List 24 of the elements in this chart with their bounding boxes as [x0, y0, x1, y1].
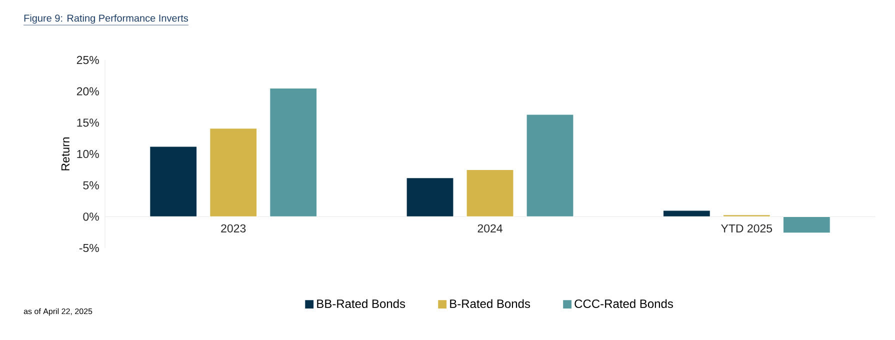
bar	[150, 146, 198, 217]
y-tick-label: 0%	[83, 212, 99, 221]
bar	[466, 169, 514, 217]
y-axis-title: Return	[61, 137, 70, 170]
x-tick-label: YTD 2025	[721, 224, 772, 232]
y-tick-label: 5%	[83, 181, 99, 190]
bar	[406, 178, 454, 217]
legend-label: BB-Rated Bonds	[317, 299, 406, 308]
legend-label: CCC-Rated Bonds	[574, 299, 673, 308]
bar	[526, 114, 574, 217]
legend-label: B-Rated Bonds	[450, 299, 530, 308]
x-tick-label: 2024	[478, 224, 502, 232]
bar	[210, 128, 258, 217]
bar	[662, 210, 710, 217]
y-tick-label: 25%	[76, 56, 99, 64]
y-tick-label: 15%	[77, 118, 99, 127]
bar	[270, 88, 318, 217]
text: as of April 22, 2025	[24, 308, 92, 316]
chart-title: Figure 9: Rating Performance Inverts	[24, 14, 188, 24]
y-tick-label: -5%	[79, 244, 99, 252]
y-tick-label: 10%	[77, 150, 99, 158]
x-tick-label: 2023	[221, 224, 246, 232]
y-tick-label: 20%	[76, 87, 99, 96]
bar	[782, 216, 830, 234]
